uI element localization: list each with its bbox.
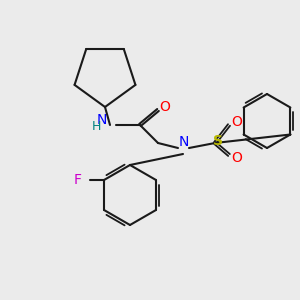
Text: O: O	[160, 100, 170, 114]
Text: N: N	[179, 135, 189, 149]
Text: O: O	[232, 151, 242, 165]
Text: H: H	[91, 121, 101, 134]
Text: O: O	[232, 115, 242, 129]
Text: S: S	[213, 134, 223, 148]
Text: N: N	[97, 113, 107, 127]
Text: F: F	[74, 173, 82, 187]
